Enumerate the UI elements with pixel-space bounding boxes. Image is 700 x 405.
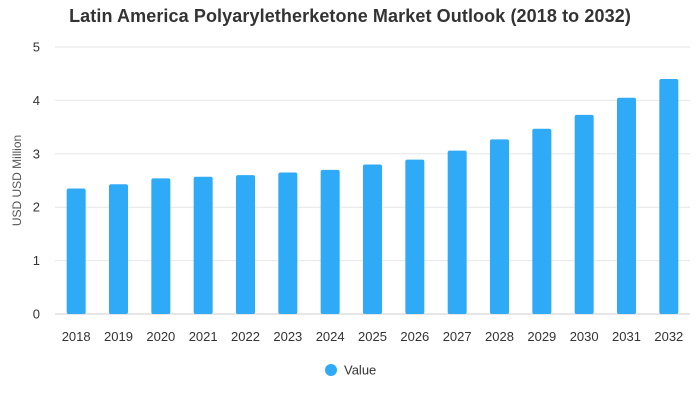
bar[interactable] bbox=[447, 150, 467, 314]
bar[interactable] bbox=[659, 79, 679, 314]
x-tick-label: 2030 bbox=[570, 329, 599, 344]
bar[interactable] bbox=[109, 184, 128, 314]
bar[interactable] bbox=[405, 159, 425, 314]
x-tick-label: 2028 bbox=[485, 329, 514, 344]
bar[interactable] bbox=[236, 175, 255, 314]
legend[interactable]: Value bbox=[325, 363, 376, 378]
bar[interactable] bbox=[66, 188, 86, 314]
bar[interactable] bbox=[363, 164, 382, 314]
bar[interactable] bbox=[490, 139, 509, 314]
bar[interactable] bbox=[617, 97, 636, 314]
x-tick-label: 2032 bbox=[654, 329, 683, 344]
bar[interactable] bbox=[532, 128, 552, 314]
y-tick-label: 3 bbox=[33, 146, 40, 161]
y-tick-label: 4 bbox=[33, 93, 40, 108]
y-tick-labels: 0 1 2 3 4 5 bbox=[33, 40, 40, 322]
x-tick-label: 2031 bbox=[612, 329, 641, 344]
x-tick-label: 2029 bbox=[527, 329, 556, 344]
bar[interactable] bbox=[320, 169, 340, 314]
bar[interactable] bbox=[278, 172, 298, 314]
bar[interactable] bbox=[151, 178, 171, 314]
x-tick-label: 2025 bbox=[358, 329, 387, 344]
y-axis-label: USD USD Million bbox=[10, 135, 24, 226]
x-tick-label: 2027 bbox=[443, 329, 472, 344]
chart-title: Latin America Polyaryletherketone Market… bbox=[69, 6, 631, 26]
x-tick-label: 2024 bbox=[316, 329, 345, 344]
x-tick-labels: 2018 2019 2020 2021 2022 2023 2024 2025 2026 2027… bbox=[62, 329, 684, 344]
bars bbox=[66, 79, 679, 315]
y-tick-label: 2 bbox=[33, 200, 40, 215]
x-tick-label: 2018 bbox=[62, 329, 91, 344]
x-tick-label: 2019 bbox=[104, 329, 133, 344]
bar[interactable] bbox=[193, 176, 213, 314]
legend-marker bbox=[325, 364, 337, 376]
x-tick-label: 2026 bbox=[400, 329, 429, 344]
x-tick-label: 2022 bbox=[231, 329, 260, 344]
y-tick-label: 0 bbox=[33, 307, 40, 322]
x-tick-label: 2023 bbox=[273, 329, 302, 344]
x-tick-label: 2020 bbox=[146, 329, 175, 344]
x-tick-label: 2021 bbox=[189, 329, 218, 344]
y-tick-label: 1 bbox=[33, 253, 40, 268]
bar[interactable] bbox=[574, 114, 594, 315]
legend-label: Value bbox=[344, 363, 376, 378]
y-tick-label: 5 bbox=[33, 40, 40, 55]
